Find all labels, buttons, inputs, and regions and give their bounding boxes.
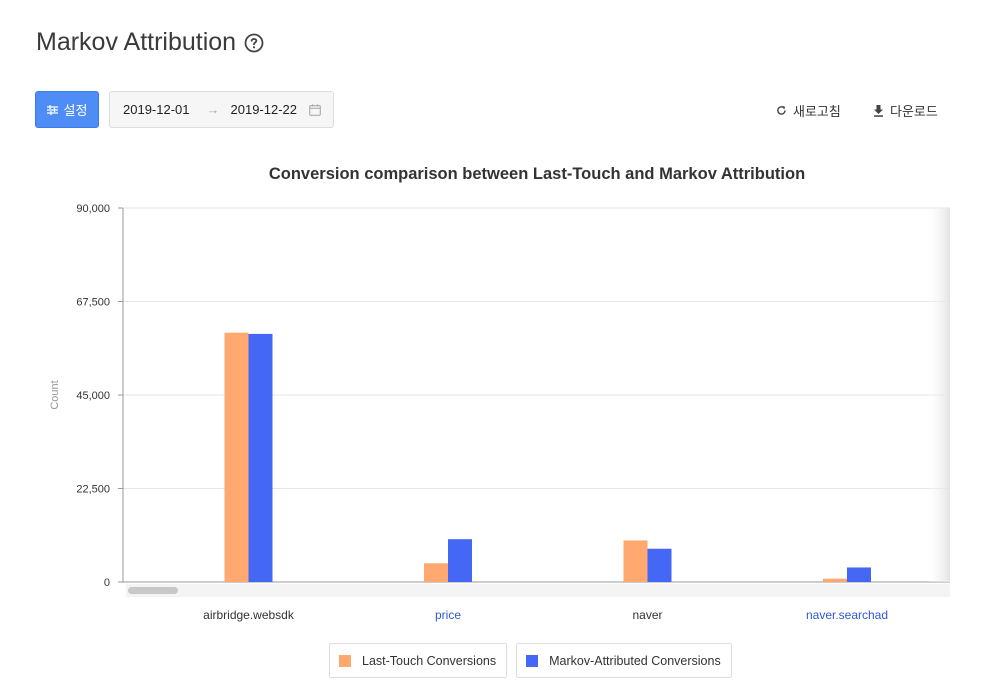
refresh-button[interactable]: 새로고침 bbox=[776, 101, 841, 120]
date-end[interactable]: 2019-12-22 bbox=[230, 102, 298, 117]
bar-last-touch[interactable] bbox=[424, 563, 448, 582]
legend-item-markov[interactable]: Markov-Attributed Conversions bbox=[516, 643, 732, 678]
bar-last-touch[interactable] bbox=[623, 540, 648, 582]
settings-button[interactable]: 설정 bbox=[35, 91, 99, 128]
y-tick-label: 22,500 bbox=[76, 484, 110, 496]
date-range-picker[interactable]: 2019-12-01 → 2019-12-22 bbox=[109, 91, 334, 128]
y-tick-label: 90,000 bbox=[76, 203, 110, 215]
refresh-label: 새로고침 bbox=[793, 104, 841, 119]
bar-markov[interactable] bbox=[248, 333, 273, 582]
calendar-icon[interactable] bbox=[309, 103, 321, 116]
horizontal-scrollbar-track[interactable] bbox=[126, 584, 950, 597]
y-axis-label: Count bbox=[49, 380, 61, 409]
page-title: Markov Attribution bbox=[36, 28, 264, 57]
bar-chart: 90,000 67,500 45,000 22,500 0 Count airbridge.… bbox=[49, 203, 950, 622]
y-tick-label: 0 bbox=[104, 577, 110, 589]
refresh-icon bbox=[777, 106, 786, 115]
settings-button-label: 설정 bbox=[63, 103, 88, 118]
page-title-text: Markov Attribution bbox=[36, 28, 237, 56]
date-start[interactable]: 2019-12-01 bbox=[123, 102, 190, 117]
download-label: 다운로드 bbox=[890, 104, 938, 119]
x-category-label[interactable]: naver.searchad bbox=[806, 608, 888, 622]
x-category-label: naver bbox=[632, 608, 662, 622]
bar-markov[interactable] bbox=[647, 548, 672, 582]
legend-swatch-last-touch bbox=[339, 654, 351, 667]
help-icon[interactable] bbox=[244, 33, 264, 53]
legend-label-markov: Markov-Attributed Conversions bbox=[549, 653, 721, 668]
chart-legend: Last-Touch Conversions Markov-Attributed… bbox=[329, 643, 732, 678]
download-icon bbox=[874, 104, 883, 117]
arrow-right-icon: → bbox=[206, 102, 220, 117]
x-category-label: airbridge.websdk bbox=[203, 608, 295, 622]
horizontal-scrollbar-thumb[interactable] bbox=[128, 587, 178, 594]
download-button[interactable]: 다운로드 bbox=[873, 101, 938, 120]
y-tick-label: 45,000 bbox=[76, 390, 110, 402]
bar-markov[interactable] bbox=[448, 539, 472, 582]
bar-last-touch[interactable] bbox=[823, 578, 847, 582]
y-tick-label: 67,500 bbox=[76, 297, 110, 309]
legend-label-last-touch: Last-Touch Conversions bbox=[362, 653, 497, 668]
bar-markov[interactable] bbox=[847, 567, 871, 582]
plot-scroll-shadow bbox=[926, 208, 950, 582]
toolbar: 설정 2019-12-01 → 2019-12-22 bbox=[35, 91, 334, 128]
legend-item-last-touch[interactable]: Last-Touch Conversions bbox=[329, 643, 508, 678]
settings-sliders-icon bbox=[46, 104, 58, 115]
chart-title: Conversion comparison between Last-Touch… bbox=[268, 165, 806, 183]
legend-swatch-markov bbox=[526, 654, 539, 667]
bar-last-touch[interactable] bbox=[224, 332, 249, 582]
x-category-label[interactable]: price bbox=[435, 608, 461, 622]
